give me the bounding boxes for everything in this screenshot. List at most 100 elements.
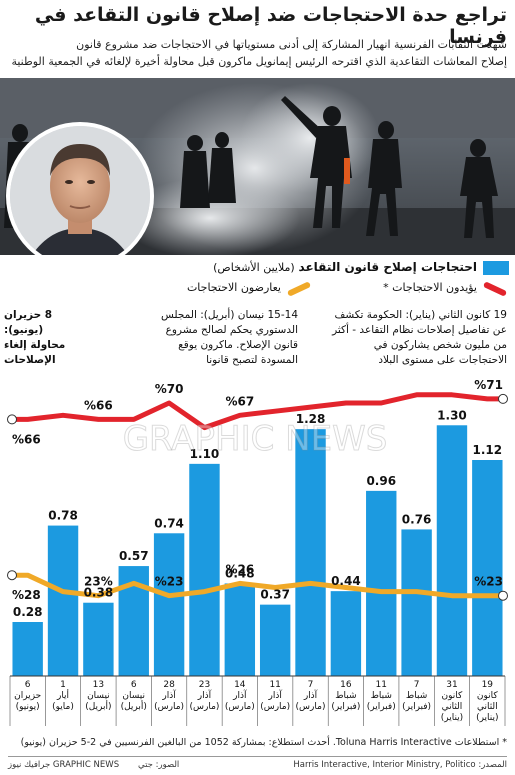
x-tick-label-1: 31 كانون الثاني (يناير) xyxy=(434,680,469,724)
bar-value-label-3: 0.96 xyxy=(366,474,396,488)
x-tick-label-part: آذار xyxy=(197,691,212,701)
x-tick-label-part: كانون xyxy=(476,691,498,701)
bar-value-label-0: 1.12 xyxy=(473,443,503,457)
x-tick-label-2: 7 شباط (فبراير) xyxy=(399,680,434,713)
x-tick-label-part: 11 xyxy=(269,680,281,690)
x-tick-label-12: 1 أيار (مايو) xyxy=(45,680,80,713)
oppose-line xyxy=(7,572,508,599)
x-tick-label-part: 16 xyxy=(340,680,352,690)
legend-bars-unit: (ملايين الأشخاص) xyxy=(213,261,295,274)
support-end-marker xyxy=(7,414,17,425)
support-label-11: %66 xyxy=(84,398,113,412)
oppose-label-7: %26 xyxy=(225,562,254,576)
bar-5 xyxy=(295,429,326,676)
x-tick-label-part: (فبراير) xyxy=(402,702,432,712)
bar-value-label-7: 0.48 xyxy=(225,566,255,580)
bar-value-label-9: 0.74 xyxy=(154,516,184,530)
x-tick-label-part: 28 xyxy=(163,680,175,690)
protest-photo xyxy=(0,78,515,255)
x-tick-label-part: شباط xyxy=(370,691,392,701)
x-tick-label-part: 14 xyxy=(234,680,246,690)
legend-bars-swatch xyxy=(483,261,509,275)
legend: احتجاجات إصلاح قانون التقاعد (ملايين الأ… xyxy=(4,258,511,302)
x-tick-label-part: (يونيو) xyxy=(15,702,40,712)
bar-2 xyxy=(401,529,432,676)
bar-11 xyxy=(83,602,114,676)
legend-support-swatch xyxy=(482,281,508,297)
bar-4 xyxy=(330,591,362,676)
source-bar: المصدر: Harris Interactive, Interior Min… xyxy=(8,756,507,774)
support-label-9: %70 xyxy=(155,382,184,396)
x-axis-labels: 19 كانون الثاني (يناير) 31 كانون الثاني (يناير)… xyxy=(0,678,515,730)
x-tick-label-part: 6 xyxy=(24,680,31,690)
bar-0 xyxy=(472,460,503,676)
x-tick-label-part: آذار xyxy=(303,691,318,701)
bar-6 xyxy=(259,604,291,676)
annotation-apr14: 15-14 نيسان (أبريل): المجلس الدستوري يحك… xyxy=(161,309,298,366)
x-tick-label-part: 7 xyxy=(413,680,420,690)
x-tick-label-5: 7 آذار (مارس) xyxy=(293,680,328,713)
bar-value-label-13: 0.28 xyxy=(13,605,43,619)
x-tick-label-part: آذار xyxy=(233,691,247,701)
x-tick-label-part: آذار xyxy=(268,691,282,701)
x-tick-label-part: 6 xyxy=(130,680,137,690)
bar-value-label-2: 0.76 xyxy=(402,512,432,526)
protest-chart: 1.12 1.30 0.76 0.96 0.44 1.28 0.37 0.48 1.10 0.74… xyxy=(7,378,508,726)
oppose-label-9: %23 xyxy=(155,575,184,589)
bar-12 xyxy=(47,525,79,676)
bar-13 xyxy=(12,622,43,676)
x-tick-label-13: 6 حزيران (يونيو) xyxy=(10,680,45,713)
x-tick-label-11: 13 نيسان (أبريل) xyxy=(81,680,116,713)
watermark: GRAPHIC NEWS xyxy=(123,419,388,459)
x-tick-label-8: 23 آذار (مارس) xyxy=(187,680,222,713)
footnote: * استطلاعات Toluna Harris Interactive. أ… xyxy=(20,737,507,748)
annotation-jan19: 19 كانون الثاني (يناير): الحكومة تكشف عن… xyxy=(332,309,507,366)
x-tick-label-7: 14 آذار (مارس) xyxy=(222,680,257,713)
x-tick-label-part: (مايو) xyxy=(52,702,74,712)
bar-7 xyxy=(224,583,256,676)
x-tick-label-3: 11 شباط (فبراير) xyxy=(364,680,399,713)
support-start-marker xyxy=(498,393,508,404)
bar-value-label-1: 1.30 xyxy=(437,408,467,422)
brand-text: جرافيك نيوز GRAPHIC NEWS xyxy=(8,760,120,770)
x-tick-label-part: 23 xyxy=(198,680,211,690)
x-tick-label-part: (أبريل) xyxy=(120,702,147,712)
x-tick-label-part: كانون xyxy=(441,691,463,701)
x-tick-label-part: شباط xyxy=(335,691,357,701)
x-tick-label-part: (يناير) xyxy=(440,713,464,723)
subtitle-line-1: شهدت النقابات الفرنسية انهيار المشاركة إ… xyxy=(76,38,507,51)
x-tick-label-part: 7 xyxy=(307,680,314,690)
support-label-7: %67 xyxy=(225,394,254,408)
x-tick-label-part: 19 xyxy=(481,680,494,690)
subtitle-line-2: إصلاح المعاشات التقاعدية الذي اقترحه الر… xyxy=(11,55,507,68)
bar-value-label-8: 1.10 xyxy=(190,447,220,461)
x-tick-label-0: 19 كانون الثاني (يناير) xyxy=(470,680,505,724)
bar-value-label-10: 0.57 xyxy=(119,549,149,563)
x-tick-label-part: (مارس) xyxy=(295,702,326,712)
x-tick-label-part: الثاني xyxy=(441,702,463,712)
bar-value-label-12: 0.78 xyxy=(48,509,78,523)
annotation-jun8: 8 حزيران (يونيو): محاولة إلغاء الإصلاحات xyxy=(4,309,66,366)
x-tick-label-9: 28 آذار (مارس) xyxy=(151,680,186,713)
x-tick-label-part: الثاني xyxy=(476,702,498,712)
x-tick-label-part: نيسان xyxy=(122,691,146,701)
x-tick-label-part: 13 xyxy=(92,680,105,690)
x-tick-label-part: (مارس) xyxy=(154,702,185,712)
support-label-13: %66 xyxy=(12,432,41,446)
x-tick-label-part: نيسان xyxy=(87,691,110,701)
legend-bars-label: احتجاجات إصلاح قانون التقاعد xyxy=(298,260,477,274)
oppose-label-11: 23% xyxy=(84,575,113,589)
x-tick-label-4: 16 شباط (فبراير) xyxy=(328,680,363,713)
x-tick-label-part: 31 xyxy=(446,680,458,690)
bar-value-label-5: 1.28 xyxy=(296,412,326,426)
bar-value-label-6: 0.37 xyxy=(260,588,290,602)
support-label-0: %71 xyxy=(474,378,503,392)
x-tick-label-part: آذار xyxy=(162,691,176,701)
bar-3 xyxy=(366,490,397,676)
oppose-label-0: %23 xyxy=(474,575,503,589)
x-tick-label-part: 1 xyxy=(60,680,66,690)
credits-text: الصور: جتي xyxy=(138,760,180,770)
bar-value-label-11: 0.38 xyxy=(84,586,114,600)
bar-9 xyxy=(153,533,185,676)
oppose-label-13: %28 xyxy=(12,588,41,602)
